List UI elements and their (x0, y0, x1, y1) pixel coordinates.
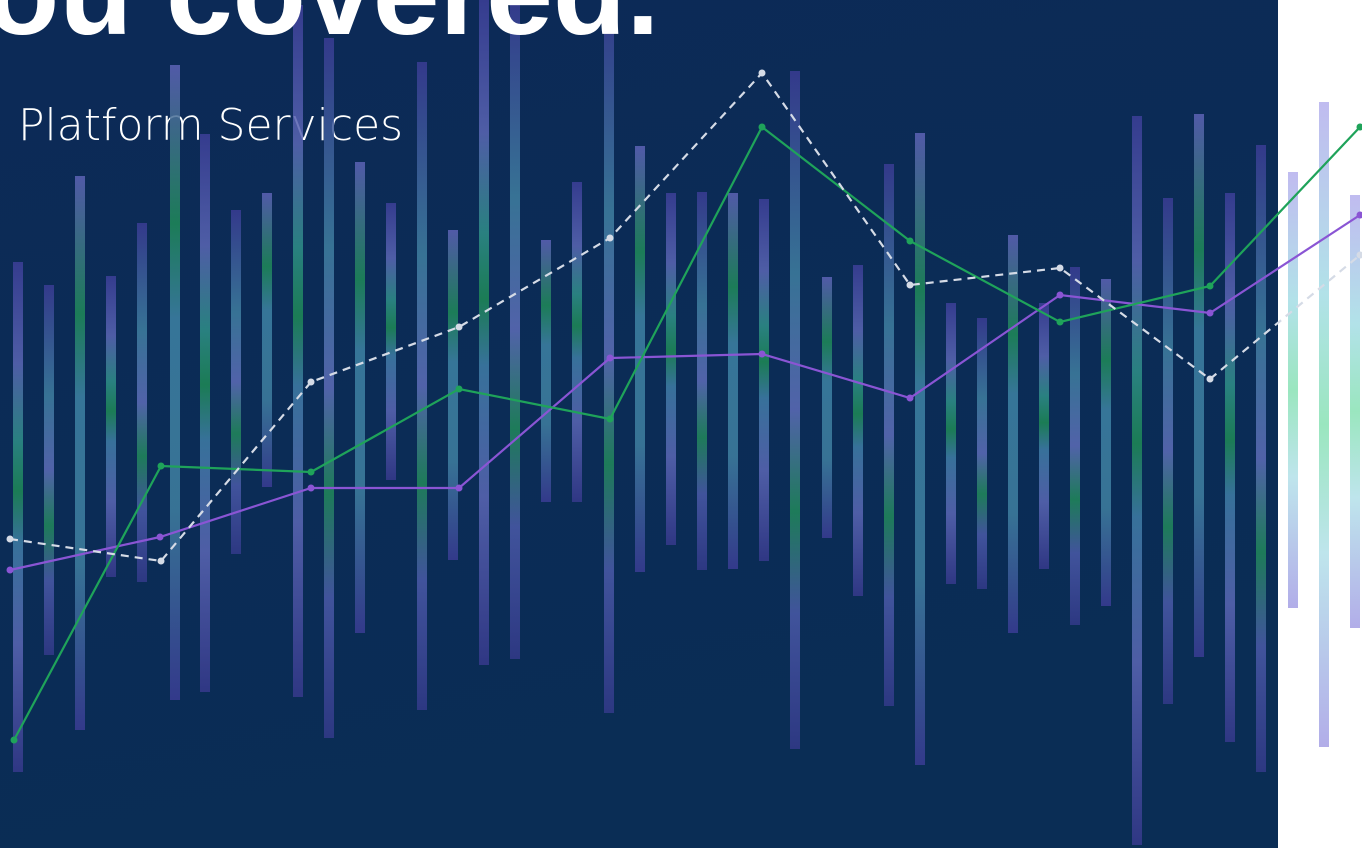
point-decoration (308, 469, 315, 476)
headline: ou covered. (0, 0, 660, 60)
point-decoration (158, 463, 165, 470)
bar-decoration (915, 133, 925, 765)
bar-decoration (1256, 145, 1266, 772)
point-decoration (1207, 376, 1214, 383)
bar-decoration (822, 277, 832, 538)
bar-decoration (1288, 172, 1298, 608)
point-decoration (1057, 292, 1064, 299)
point-decoration (759, 124, 766, 131)
bar-decoration (728, 193, 738, 569)
point-decoration (11, 737, 18, 744)
point-decoration (607, 235, 614, 242)
bar-decoration (1101, 279, 1111, 606)
bar-decoration (170, 65, 180, 700)
bar-decoration (1132, 116, 1142, 845)
point-decoration (607, 355, 614, 362)
bar-decoration (13, 262, 23, 772)
point-decoration (456, 485, 463, 492)
point-decoration (759, 351, 766, 358)
bar-decoration (137, 223, 147, 582)
bar-decoration (977, 318, 987, 589)
point-decoration (7, 567, 14, 574)
bar-decoration (44, 285, 54, 655)
bar-decoration (572, 182, 582, 502)
bar-decoration (324, 38, 334, 738)
hero-banner: Platform Services ou covered. (0, 0, 1362, 848)
bar-decoration (200, 134, 210, 692)
bar-decoration (106, 276, 116, 577)
bar-decoration (355, 162, 365, 633)
bar-decoration (853, 265, 863, 596)
point-decoration (1057, 265, 1064, 272)
bar-decoration (1319, 102, 1329, 747)
point-decoration (308, 379, 315, 386)
bar-decoration (75, 176, 85, 730)
bar-decoration (262, 193, 272, 487)
bar-decoration (946, 303, 956, 584)
bar-decoration (1039, 303, 1049, 569)
point-decoration (308, 485, 315, 492)
point-decoration (759, 70, 766, 77)
bar-decoration (1225, 193, 1235, 742)
bar-decoration (510, 0, 520, 659)
point-decoration (907, 238, 914, 245)
point-decoration (607, 416, 614, 423)
bar-decoration (884, 164, 894, 706)
bar-decoration (386, 203, 396, 480)
bar-decoration (541, 240, 551, 502)
bar-decoration (1070, 267, 1080, 625)
bar-decoration (790, 71, 800, 749)
bar-decoration (417, 62, 427, 710)
bar-decoration (759, 199, 769, 561)
point-decoration (456, 324, 463, 331)
point-decoration (7, 536, 14, 543)
point-decoration (1057, 319, 1064, 326)
bar-decoration (1163, 198, 1173, 704)
subtitle: Platform Services (18, 100, 403, 151)
bar-decoration (479, 0, 489, 665)
bar-decoration (666, 193, 676, 545)
point-decoration (907, 395, 914, 402)
point-decoration (1207, 310, 1214, 317)
point-decoration (157, 534, 164, 541)
point-decoration (1207, 283, 1214, 290)
point-decoration (456, 386, 463, 393)
bar-decoration (293, 5, 303, 697)
point-decoration (158, 558, 165, 565)
bar-decoration (231, 210, 241, 554)
point-decoration (907, 282, 914, 289)
bar-decoration (1194, 114, 1204, 657)
